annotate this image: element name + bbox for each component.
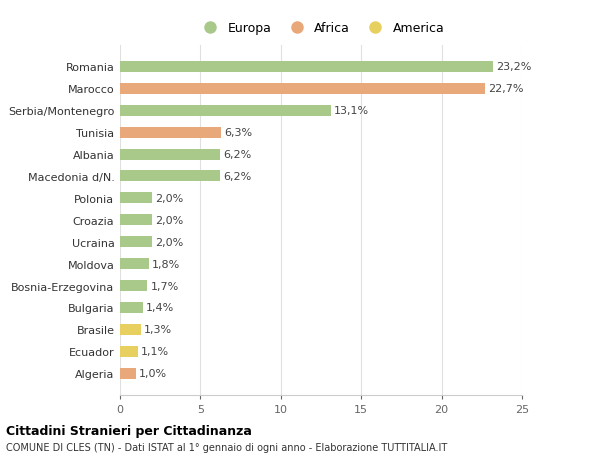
- Text: 1,7%: 1,7%: [151, 281, 179, 291]
- Bar: [120, 302, 143, 313]
- Text: 1,3%: 1,3%: [144, 325, 172, 335]
- Text: 6,2%: 6,2%: [223, 172, 251, 182]
- Text: 1,1%: 1,1%: [141, 347, 169, 357]
- Bar: [120, 106, 331, 117]
- Text: 6,3%: 6,3%: [224, 128, 253, 138]
- Text: 6,2%: 6,2%: [223, 150, 251, 160]
- Bar: [120, 237, 152, 248]
- Text: COMUNE DI CLES (TN) - Dati ISTAT al 1° gennaio di ogni anno - Elaborazione TUTTI: COMUNE DI CLES (TN) - Dati ISTAT al 1° g…: [6, 442, 447, 452]
- Legend: Europa, Africa, America: Europa, Africa, America: [193, 17, 449, 40]
- Bar: [120, 84, 485, 95]
- Bar: [120, 324, 141, 335]
- Text: 2,0%: 2,0%: [155, 193, 184, 203]
- Text: 2,0%: 2,0%: [155, 237, 184, 247]
- Bar: [120, 171, 220, 182]
- Bar: [120, 368, 136, 379]
- Bar: [120, 127, 221, 138]
- Bar: [120, 346, 137, 357]
- Text: 2,0%: 2,0%: [155, 215, 184, 225]
- Bar: [120, 258, 149, 269]
- Bar: [120, 149, 220, 160]
- Text: 22,7%: 22,7%: [488, 84, 524, 94]
- Bar: [120, 193, 152, 204]
- Bar: [120, 280, 148, 291]
- Text: 23,2%: 23,2%: [496, 62, 532, 72]
- Text: 1,0%: 1,0%: [139, 369, 167, 378]
- Text: 1,8%: 1,8%: [152, 259, 181, 269]
- Text: Cittadini Stranieri per Cittadinanza: Cittadini Stranieri per Cittadinanza: [6, 425, 252, 437]
- Text: 1,4%: 1,4%: [146, 303, 174, 313]
- Text: 13,1%: 13,1%: [334, 106, 369, 116]
- Bar: [120, 62, 493, 73]
- Bar: [120, 215, 152, 226]
